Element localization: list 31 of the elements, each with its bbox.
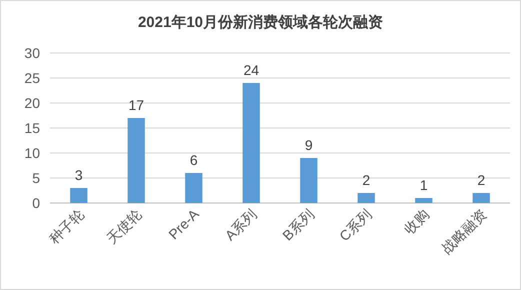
chart-title: 2021年10月份新消费领域各轮次融资 bbox=[138, 13, 384, 31]
y-tick-label: 5 bbox=[32, 170, 40, 186]
bar bbox=[358, 193, 375, 203]
y-tick-label: 30 bbox=[24, 45, 40, 61]
y-tick-label: 25 bbox=[24, 70, 40, 86]
y-tick-label: 10 bbox=[24, 145, 40, 161]
data-label: 2 bbox=[477, 172, 486, 188]
y-tick-label: 20 bbox=[24, 95, 40, 111]
x-tick-label: 天使轮 bbox=[103, 206, 144, 247]
x-tick-label: 收购 bbox=[400, 206, 432, 237]
data-label: 3 bbox=[74, 167, 83, 183]
data-label: 6 bbox=[190, 152, 198, 168]
data-label: 9 bbox=[304, 137, 313, 153]
data-label: 1 bbox=[420, 177, 428, 193]
data-label: 17 bbox=[128, 97, 144, 113]
y-tick-label: 0 bbox=[32, 195, 40, 211]
bar bbox=[70, 188, 88, 203]
x-tick-label: 种子轮 bbox=[46, 206, 87, 247]
data-label: 2 bbox=[362, 172, 370, 188]
bar bbox=[415, 198, 432, 203]
bar bbox=[472, 193, 490, 203]
x-tick-label: A系列 bbox=[222, 206, 260, 244]
bar bbox=[242, 83, 260, 203]
bar bbox=[185, 173, 202, 203]
y-tick-label: 15 bbox=[24, 120, 40, 136]
x-tick-label: B系列 bbox=[279, 206, 317, 244]
bar bbox=[300, 158, 318, 203]
bar bbox=[128, 118, 145, 203]
x-tick-label: C系列 bbox=[336, 206, 374, 244]
x-tick-label: 战略融资 bbox=[438, 206, 490, 257]
data-label: 24 bbox=[243, 62, 260, 78]
